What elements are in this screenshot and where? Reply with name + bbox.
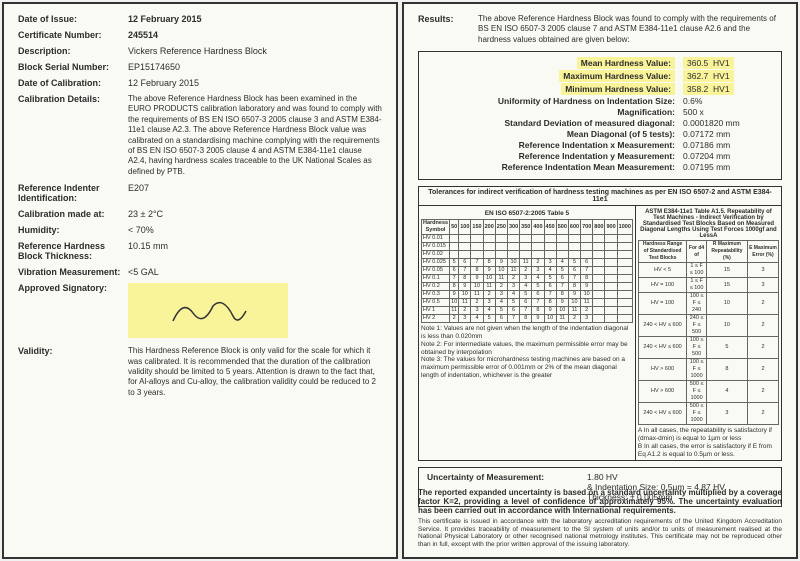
right-page: Results: The above Reference Hardness Bl… <box>402 2 798 559</box>
refmean-val: 0.07195 mm <box>683 162 773 172</box>
max-unit: HV1 <box>713 71 730 81</box>
refy-val: 0.07204 mm <box>683 151 773 161</box>
validity-value: This Hardness Reference Block is only va… <box>128 346 382 398</box>
min-unit: HV1 <box>713 84 730 94</box>
stddev-label: Standard Deviation of measured diagonal: <box>427 118 683 128</box>
cal-details-value: The above Reference Hardness Block has b… <box>128 94 382 177</box>
mean-unit: HV1 <box>713 58 730 68</box>
refmean-label: Reference Indentation Mean Measurement: <box>427 162 683 172</box>
date-issue-value: 12 February 2015 <box>128 14 382 24</box>
refx-label: Reference Indentation x Measurement: <box>427 140 683 150</box>
humidity-label: Humidity: <box>18 225 128 235</box>
uniformity-val: 0.6% <box>683 96 773 106</box>
note3: Note 3: The values for microhardness tes… <box>421 356 633 379</box>
cert-no-label: Certificate Number: <box>18 30 128 40</box>
uom-line1: 1.80 HV <box>587 472 773 482</box>
ref-ind-value: E207 <box>128 183 382 203</box>
tol-title: Tolerances for indirect verification of … <box>419 187 781 206</box>
right-note1: A In all cases, the repeatability is sat… <box>638 427 779 443</box>
cal-at-value: 23 ± 2°C <box>128 209 382 219</box>
tol-left-title: EN ISO 6507-2:2005 Table 5 <box>421 208 633 219</box>
refy-label: Reference Indentation y Measurement: <box>427 151 683 161</box>
thickness-value: 10.15 mm <box>128 241 382 261</box>
ref-ind-label: Reference Indenter Identification: <box>18 183 128 203</box>
stddev-val: 0.0001820 mm <box>683 118 773 128</box>
tol-left-table: Hardness Symbol5010015020025030035040045… <box>421 219 633 323</box>
footer-small: This certificate is issued in accordance… <box>418 518 782 549</box>
tol-right-title: ASTM E384-11e1 Table A1.5. Repeatability… <box>638 208 779 240</box>
mean-val: 360.5 <box>687 58 708 68</box>
refx-val: 0.07186 mm <box>683 140 773 150</box>
vibration-label: Vibration Measurement: <box>18 267 128 277</box>
results-intro: The above Reference Hardness Block was f… <box>478 14 782 45</box>
tol-left-col: EN ISO 6507-2:2005 Table 5 Hardness Symb… <box>419 206 636 460</box>
note2: Note 2: For intermediate values, the max… <box>421 341 633 357</box>
tol-right-col: ASTM E384-11e1 Table A1.5. Repeatability… <box>636 206 781 460</box>
cert-no-value: 245514 <box>128 30 382 40</box>
note1: Note 1: Values are not given when the le… <box>421 325 633 341</box>
validity-label: Validity: <box>18 346 128 398</box>
tolerance-box: Tolerances for indirect verification of … <box>418 186 782 461</box>
cal-at-label: Calibration made at: <box>18 209 128 219</box>
date-issue-label: Date of Issue: <box>18 14 128 24</box>
cal-details-label: Calibration Details: <box>18 94 128 177</box>
serial-label: Block Serial Number: <box>18 62 128 72</box>
max-val: 362.7 <box>687 71 708 81</box>
results-box: Mean Hardness Value: 360.5 HV1 Maximum Ha… <box>418 51 782 180</box>
footer-bold: The reported expanded uncertainty is bas… <box>418 488 782 515</box>
signature-box <box>128 283 382 338</box>
meandiag-label: Mean Diagonal (of 5 tests): <box>427 129 683 139</box>
date-cal-label: Date of Calibration: <box>18 78 128 88</box>
max-label: Maximum Hardness Value: <box>559 70 675 82</box>
min-label: Minimum Hardness Value: <box>561 83 675 95</box>
serial-value: EP15174650 <box>128 62 382 72</box>
magnification-label: Magnification: <box>427 107 683 117</box>
approved-label: Approved Signatory: <box>18 283 128 338</box>
date-cal-value: 12 February 2015 <box>128 78 382 88</box>
footer: The reported expanded uncertainty is bas… <box>418 488 782 549</box>
signature-icon <box>158 291 258 331</box>
desc-value: Vickers Reference Hardness Block <box>128 46 382 56</box>
left-page: Date of Issue:12 February 2015 Certifica… <box>2 2 398 559</box>
thickness-label: Reference Hardness Block Thickness: <box>18 241 128 261</box>
meandiag-val: 0.07172 mm <box>683 129 773 139</box>
min-val: 358.2 <box>687 84 708 94</box>
vibration-value: <5 GAL <box>128 267 382 277</box>
tol-right-table: Hardness Range of Standardised Test Bloc… <box>638 240 779 425</box>
results-label: Results: <box>418 14 478 45</box>
humidity-value: < 70% <box>128 225 382 235</box>
uniformity-label: Uniformity of Hardness on Indentation Si… <box>427 96 683 106</box>
desc-label: Description: <box>18 46 128 56</box>
magnification-val: 500 x <box>683 107 773 117</box>
mean-label: Mean Hardness Value: <box>577 57 675 69</box>
right-note2: B In all cases, the error is satisfactor… <box>638 443 779 459</box>
